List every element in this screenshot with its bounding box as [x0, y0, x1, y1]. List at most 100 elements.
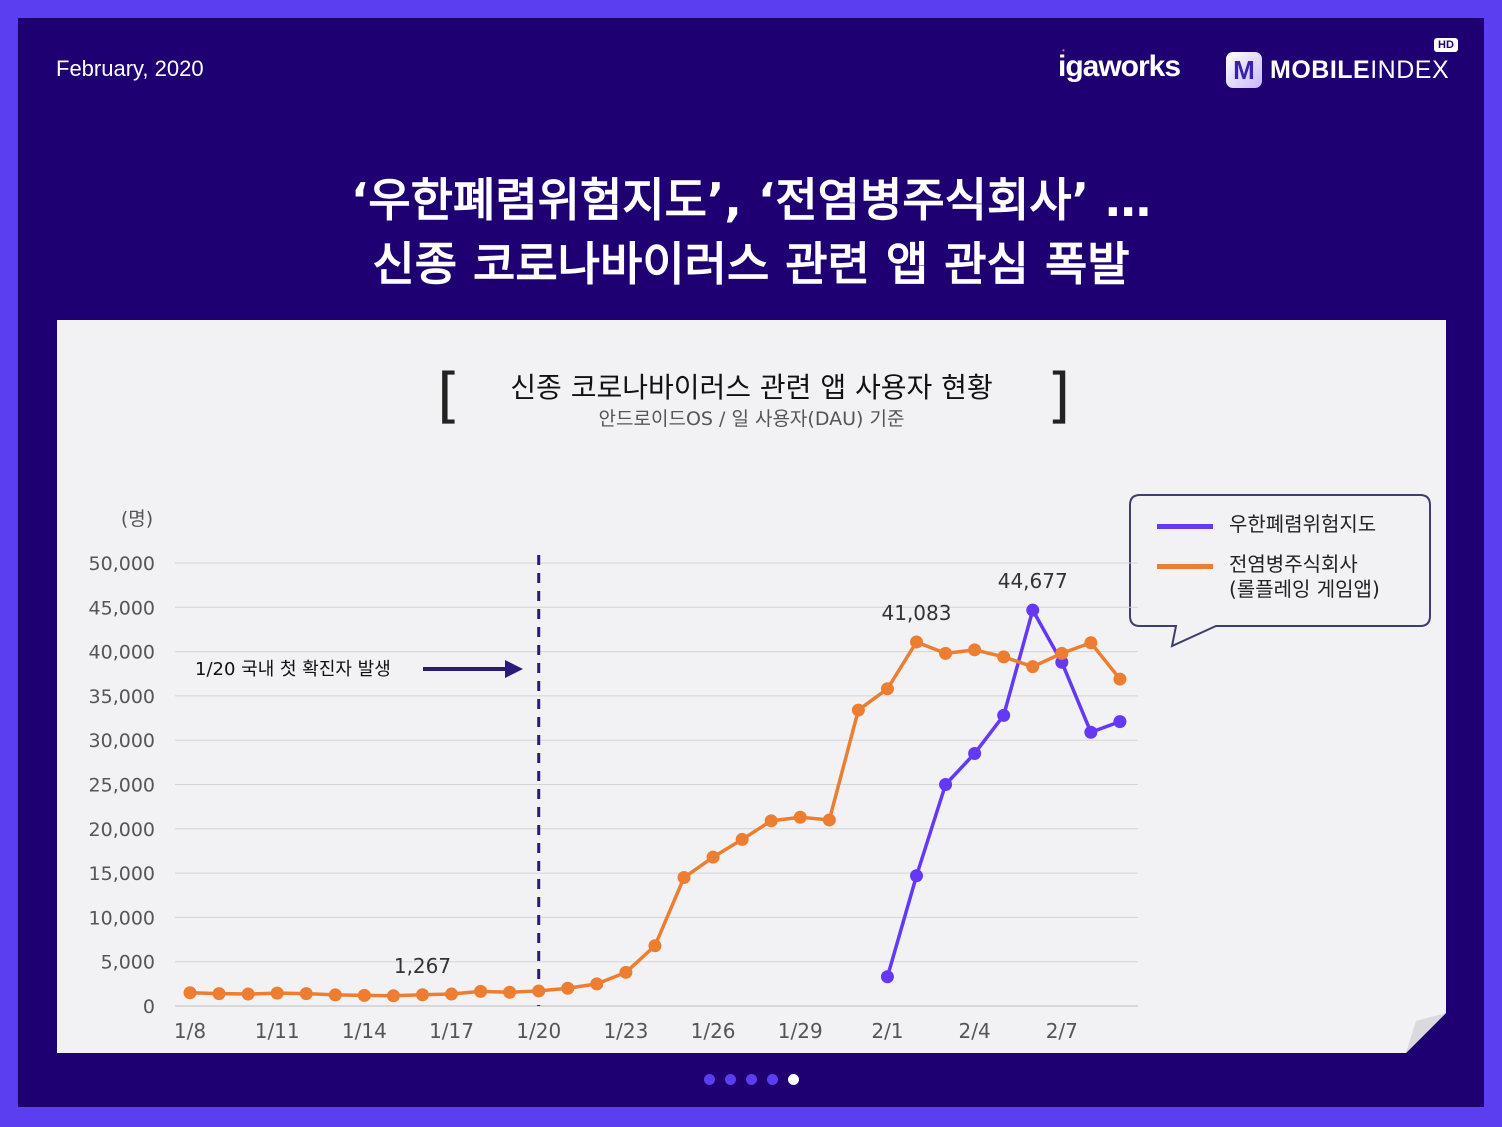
headline-line-1: ‘우한폐렴위험지도’, ‘전염병주식회사’ … [350, 173, 1152, 227]
data-point-1 [212, 987, 226, 1001]
data-point-1 [939, 646, 953, 660]
data-point-1 [851, 703, 865, 717]
line-chart: 50,000 45,000 40,000 35,000 30,000 25,000 20,0… [89, 494, 1431, 1043]
igaworks-logo-text: igaworks [1058, 50, 1181, 83]
x-tick-label: 2/7 [1046, 1019, 1078, 1043]
title-bracket-right: ] [1047, 361, 1071, 431]
data-point-1 [415, 988, 429, 1002]
data-point-0 [939, 778, 953, 791]
x-tick-label: 1/8 [174, 1019, 206, 1043]
data-point-1 [1113, 672, 1127, 686]
y-tick-label: 10,000 [89, 907, 155, 929]
data-point-1 [386, 989, 400, 1003]
x-tick-label: 1/26 [691, 1019, 736, 1043]
x-tick-label: 1/14 [342, 1019, 387, 1043]
legend-swatch-plague-inc [1157, 564, 1213, 569]
mobileindex-logo-bold: MOBILE [1270, 55, 1371, 84]
data-point-1 [880, 682, 894, 696]
y-tick-label: 5,000 [101, 952, 155, 974]
legend-swatch-wuhan-map [1157, 524, 1213, 529]
y-tick-label: 35,000 [89, 686, 155, 708]
y-tick-label: 30,000 [89, 730, 155, 752]
data-point-1 [619, 965, 633, 979]
data-point-1 [445, 987, 459, 1001]
x-tick-label: 1/11 [255, 1019, 300, 1043]
hd-badge: HD [1434, 38, 1458, 52]
mobileindex-logo-thin: INDEX [1370, 55, 1450, 84]
data-point-1 [706, 850, 720, 864]
x-tick-label: 1/20 [516, 1019, 561, 1043]
data-point-1 [735, 832, 749, 846]
chart-title: 신종 코로나바이러스 관련 앱 사용자 현황 [510, 371, 993, 404]
pagination [704, 1074, 799, 1085]
y-tick-label: 25,000 [89, 775, 155, 797]
data-point-1 [997, 650, 1011, 664]
page-dot[interactable] [746, 1074, 757, 1085]
legend-item-wuhan-map: 우한폐렴위험지도 [1157, 512, 1376, 537]
data-point-1 [648, 939, 662, 953]
chart-subtitle: 안드로이드OS / 일 사용자(DAU) 기준 [598, 408, 905, 430]
data-point-0 [1026, 603, 1040, 617]
y-tick-label: 40,000 [89, 642, 155, 664]
data-point-0 [968, 746, 982, 760]
x-tick-label: 1/17 [429, 1019, 474, 1043]
data-point-1 [1084, 636, 1098, 650]
data-point-1 [357, 988, 371, 1002]
data-point-0 [1084, 725, 1098, 739]
data-point-1 [270, 986, 284, 1000]
data-point-1 [793, 810, 807, 824]
x-tick-label: 2/1 [871, 1019, 903, 1043]
legend-item-plague-inc: 전염병주식회사 (롤플레잉 게임앱) [1157, 552, 1380, 602]
data-point-1 [764, 814, 778, 828]
data-point-1 [503, 985, 517, 999]
series-line-0 [885, 608, 1121, 978]
mobileindex-logo: M MOBILEINDEX HD [1226, 38, 1458, 88]
data-point-1 [1026, 660, 1040, 674]
data-point-1 [968, 643, 982, 657]
data-point-1 [1055, 646, 1069, 660]
data-label: 41,083 [882, 601, 952, 625]
data-point-1 [590, 977, 604, 991]
data-point-1 [474, 984, 488, 998]
y-tick-label: 50,000 [89, 553, 155, 575]
page-dot[interactable] [725, 1074, 736, 1085]
page-dot[interactable] [704, 1074, 715, 1085]
y-tick-label: 20,000 [89, 819, 155, 841]
data-label: 44,677 [998, 569, 1068, 593]
data-point-0 [1113, 715, 1127, 729]
title-bracket-left: [ [437, 361, 461, 431]
page-curl-decoration [1406, 1013, 1446, 1053]
data-point-0 [880, 970, 894, 984]
page-dot-active[interactable] [788, 1074, 799, 1085]
page-dot[interactable] [767, 1074, 778, 1085]
x-tick-label: 1/29 [778, 1019, 823, 1043]
headline: ‘우한폐렴위험지도’, ‘전염병주식회사’ … 신종 코로나바이러스 관련 앱 … [18, 168, 1484, 296]
data-point-1 [677, 871, 691, 885]
x-tick-label: 1/23 [603, 1019, 648, 1043]
data-point-1 [299, 987, 313, 1001]
legend-bubble [1129, 494, 1431, 648]
data-point-1 [532, 984, 546, 998]
y-tick-label: 0 [143, 996, 155, 1018]
x-tick-label: 2/4 [959, 1019, 991, 1043]
mobileindex-logo-text: MOBILEINDEX [1270, 56, 1449, 85]
logo-dots-icon: • [1062, 46, 1068, 55]
y-tick-label: 15,000 [89, 863, 155, 885]
event-arrow-head-icon [505, 660, 523, 678]
mobileindex-mark-icon: M [1226, 52, 1262, 88]
y-axis-label: (명) [121, 508, 153, 530]
data-point-1 [910, 635, 923, 649]
data-point-1 [822, 813, 836, 827]
data-point-0 [997, 708, 1011, 722]
chart-panel: [ ] 신종 코로나바이러스 관련 앱 사용자 현황 안드로이드OS / 일 사… [57, 320, 1446, 1053]
data-point-1 [328, 988, 342, 1002]
data-label: 1,267 [394, 954, 451, 978]
data-point-1 [241, 987, 255, 1001]
data-point-1 [561, 981, 575, 995]
igaworks-logo: • igaworks [1058, 46, 1181, 84]
data-point-0 [910, 869, 923, 883]
headline-line-2: 신종 코로나바이러스 관련 앱 관심 폭발 [372, 237, 1130, 291]
data-point-1 [183, 986, 197, 1000]
event-label: 1/20 국내 첫 확진자 발생 [195, 659, 391, 680]
legend-label-plague-inc: 전염병주식회사 (롤플레잉 게임앱) [1229, 552, 1380, 601]
